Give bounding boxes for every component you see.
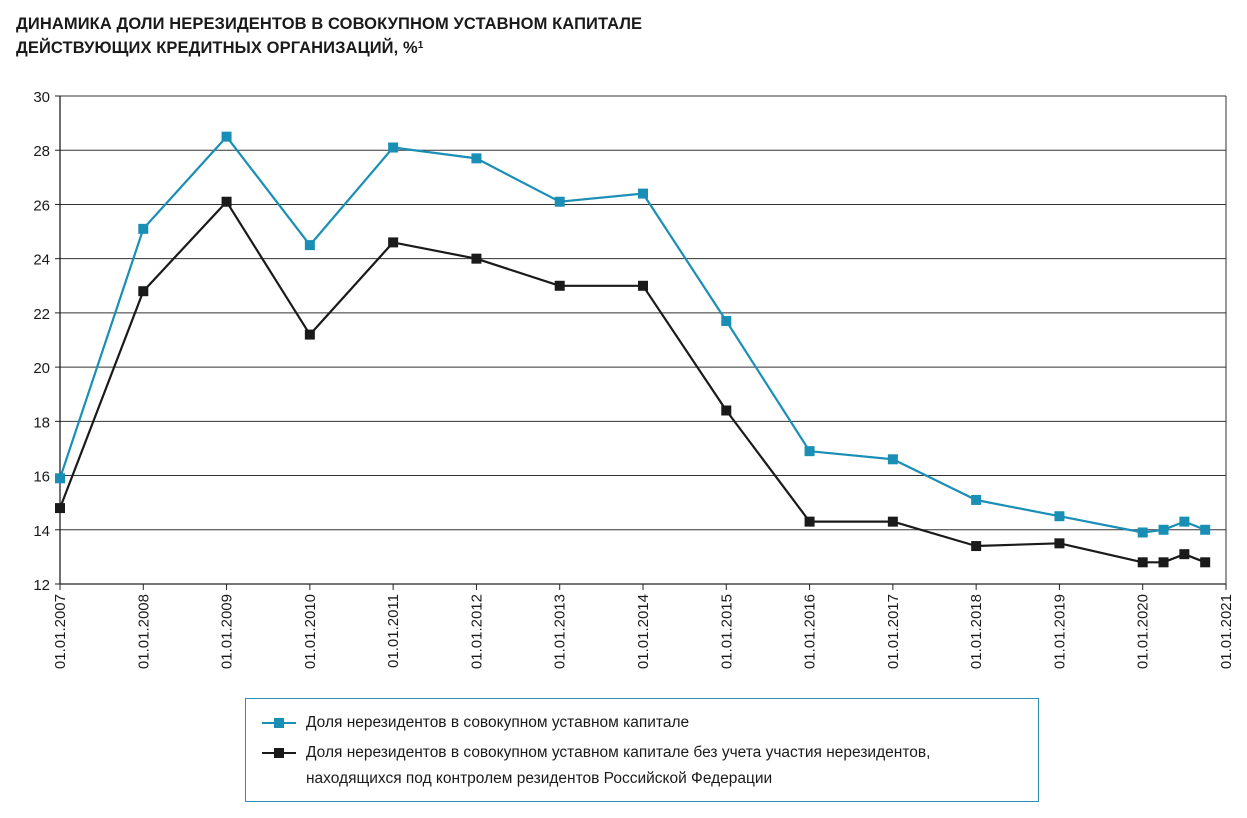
legend-marker-series-1 [274, 718, 284, 728]
series-2-point-12 [1054, 538, 1065, 549]
series-2-point-2 [221, 196, 232, 207]
y-tick-label-22: 22 [33, 306, 50, 323]
x-tick-label-14: 01.01.2021 [1218, 594, 1235, 669]
series-1-point-16 [1200, 524, 1211, 535]
legend-marker-series-2 [274, 748, 284, 758]
x-tick-label-1: 01.01.2008 [135, 594, 152, 669]
series-1-point-14 [1158, 524, 1169, 535]
x-tick-label-11: 01.01.2018 [968, 594, 985, 669]
y-tick-label-12: 12 [33, 577, 50, 594]
x-tick-label-9: 01.01.2016 [802, 594, 819, 669]
series-1-point-10 [887, 454, 898, 465]
series-2-point-10 [887, 516, 898, 527]
x-tick-label-13: 01.01.2020 [1135, 594, 1152, 669]
series-2-point-5 [471, 253, 482, 264]
x-tick-label-12: 01.01.2019 [1051, 594, 1068, 669]
x-tick-label-2: 01.01.2009 [219, 594, 236, 669]
series-1-point-0 [55, 473, 65, 484]
line-chart: 12 14 16 18 20 22 24 26 28 30 01.01.2007 01.01.2008… [33, 89, 1235, 669]
series-line-2 [58, 200, 1206, 564]
series-line-1 [58, 135, 1206, 534]
series-2-point-6 [554, 280, 565, 291]
title-footnote-mark: 1 [417, 40, 424, 51]
legend-label-series-1: Доля нерезидентов в совокупном уставном … [306, 714, 690, 731]
x-tick-label-5: 01.01.2012 [468, 594, 485, 669]
x-tick-label-8: 01.01.2015 [718, 594, 735, 669]
series-1-point-6 [554, 196, 565, 207]
x-tick-label-6: 01.01.2013 [552, 594, 569, 669]
series-2-point-13 [1137, 557, 1148, 568]
x-tick-label-7: 01.01.2014 [635, 594, 652, 669]
y-tick-label-28: 28 [33, 143, 50, 160]
x-tick-label-3: 01.01.2010 [302, 594, 319, 669]
legend: Доля нерезидентов в совокупном уставном … [245, 698, 1039, 802]
y-tick-label-14: 14 [33, 523, 50, 540]
series-2-point-9 [804, 516, 815, 527]
series-2-point-16 [1200, 557, 1211, 568]
y-tick-label-18: 18 [33, 414, 50, 431]
chart-title: ДИНАМИКА ДОЛИ НЕРЕЗИДЕНТОВ В СОВОКУПНОМ … [16, 12, 642, 60]
legend-label-series-2-line-2: находящихся под контролем резидентов Рос… [306, 770, 773, 787]
series-1-point-11 [971, 494, 982, 505]
series-2-point-8 [721, 405, 732, 416]
series-2-point-11 [971, 541, 982, 552]
x-tick-label-4: 01.01.2011 [385, 594, 402, 668]
series-1-point-15 [1179, 516, 1190, 527]
series-1-point-1 [138, 223, 149, 234]
x-tick-label-0: 01.01.2007 [52, 594, 69, 669]
series-1-point-2 [221, 131, 232, 142]
legend-label-series-2: Доля нерезидентов в совокупном уставном … [306, 740, 930, 792]
series-2-point-7 [638, 280, 648, 291]
legend-swatch-series-1 [262, 713, 296, 733]
series-2-point-14 [1158, 557, 1169, 568]
series-2-point-0 [55, 503, 65, 514]
y-tick-label-16: 16 [33, 469, 50, 486]
chart-title-line-2: ДЕЙСТВУЮЩИХ КРЕДИТНЫХ ОРГАНИЗАЦИЙ, %1 [16, 36, 642, 60]
y-tick-label-20: 20 [33, 360, 50, 377]
series-2-point-3 [304, 329, 315, 340]
series-1-point-5 [471, 153, 482, 164]
series-2-point-1 [138, 286, 149, 297]
series-1-point-4 [388, 142, 399, 153]
series-1-point-8 [721, 316, 732, 327]
series-1-point-7 [638, 188, 648, 199]
chart-title-line-2-text: ДЕЙСТВУЮЩИХ КРЕДИТНЫХ ОРГАНИЗАЦИЙ, % [16, 39, 418, 57]
series-2-point-4 [388, 237, 399, 248]
y-tick-label-24: 24 [33, 252, 50, 269]
legend-label-series-2-line-1: Доля нерезидентов в совокупном уставном … [306, 744, 931, 761]
legend-swatch-series-2 [262, 743, 296, 763]
series-1-point-13 [1137, 527, 1148, 538]
chart-title-line-1: ДИНАМИКА ДОЛИ НЕРЕЗИДЕНТОВ В СОВОКУПНОМ … [16, 15, 643, 33]
series-2-point-15 [1179, 549, 1190, 560]
legend-item-series-1: Доля нерезидентов в совокупном уставном … [262, 713, 689, 736]
series-1-point-3 [304, 240, 315, 251]
series-1-point-9 [804, 446, 815, 457]
legend-item-series-2: Доля нерезидентов в совокупном уставном … [262, 743, 930, 792]
y-tick-label-30: 30 [33, 89, 50, 106]
x-tick-label-10: 01.01.2017 [885, 594, 902, 669]
y-tick-label-26: 26 [33, 197, 50, 214]
series-1-point-12 [1054, 511, 1065, 522]
